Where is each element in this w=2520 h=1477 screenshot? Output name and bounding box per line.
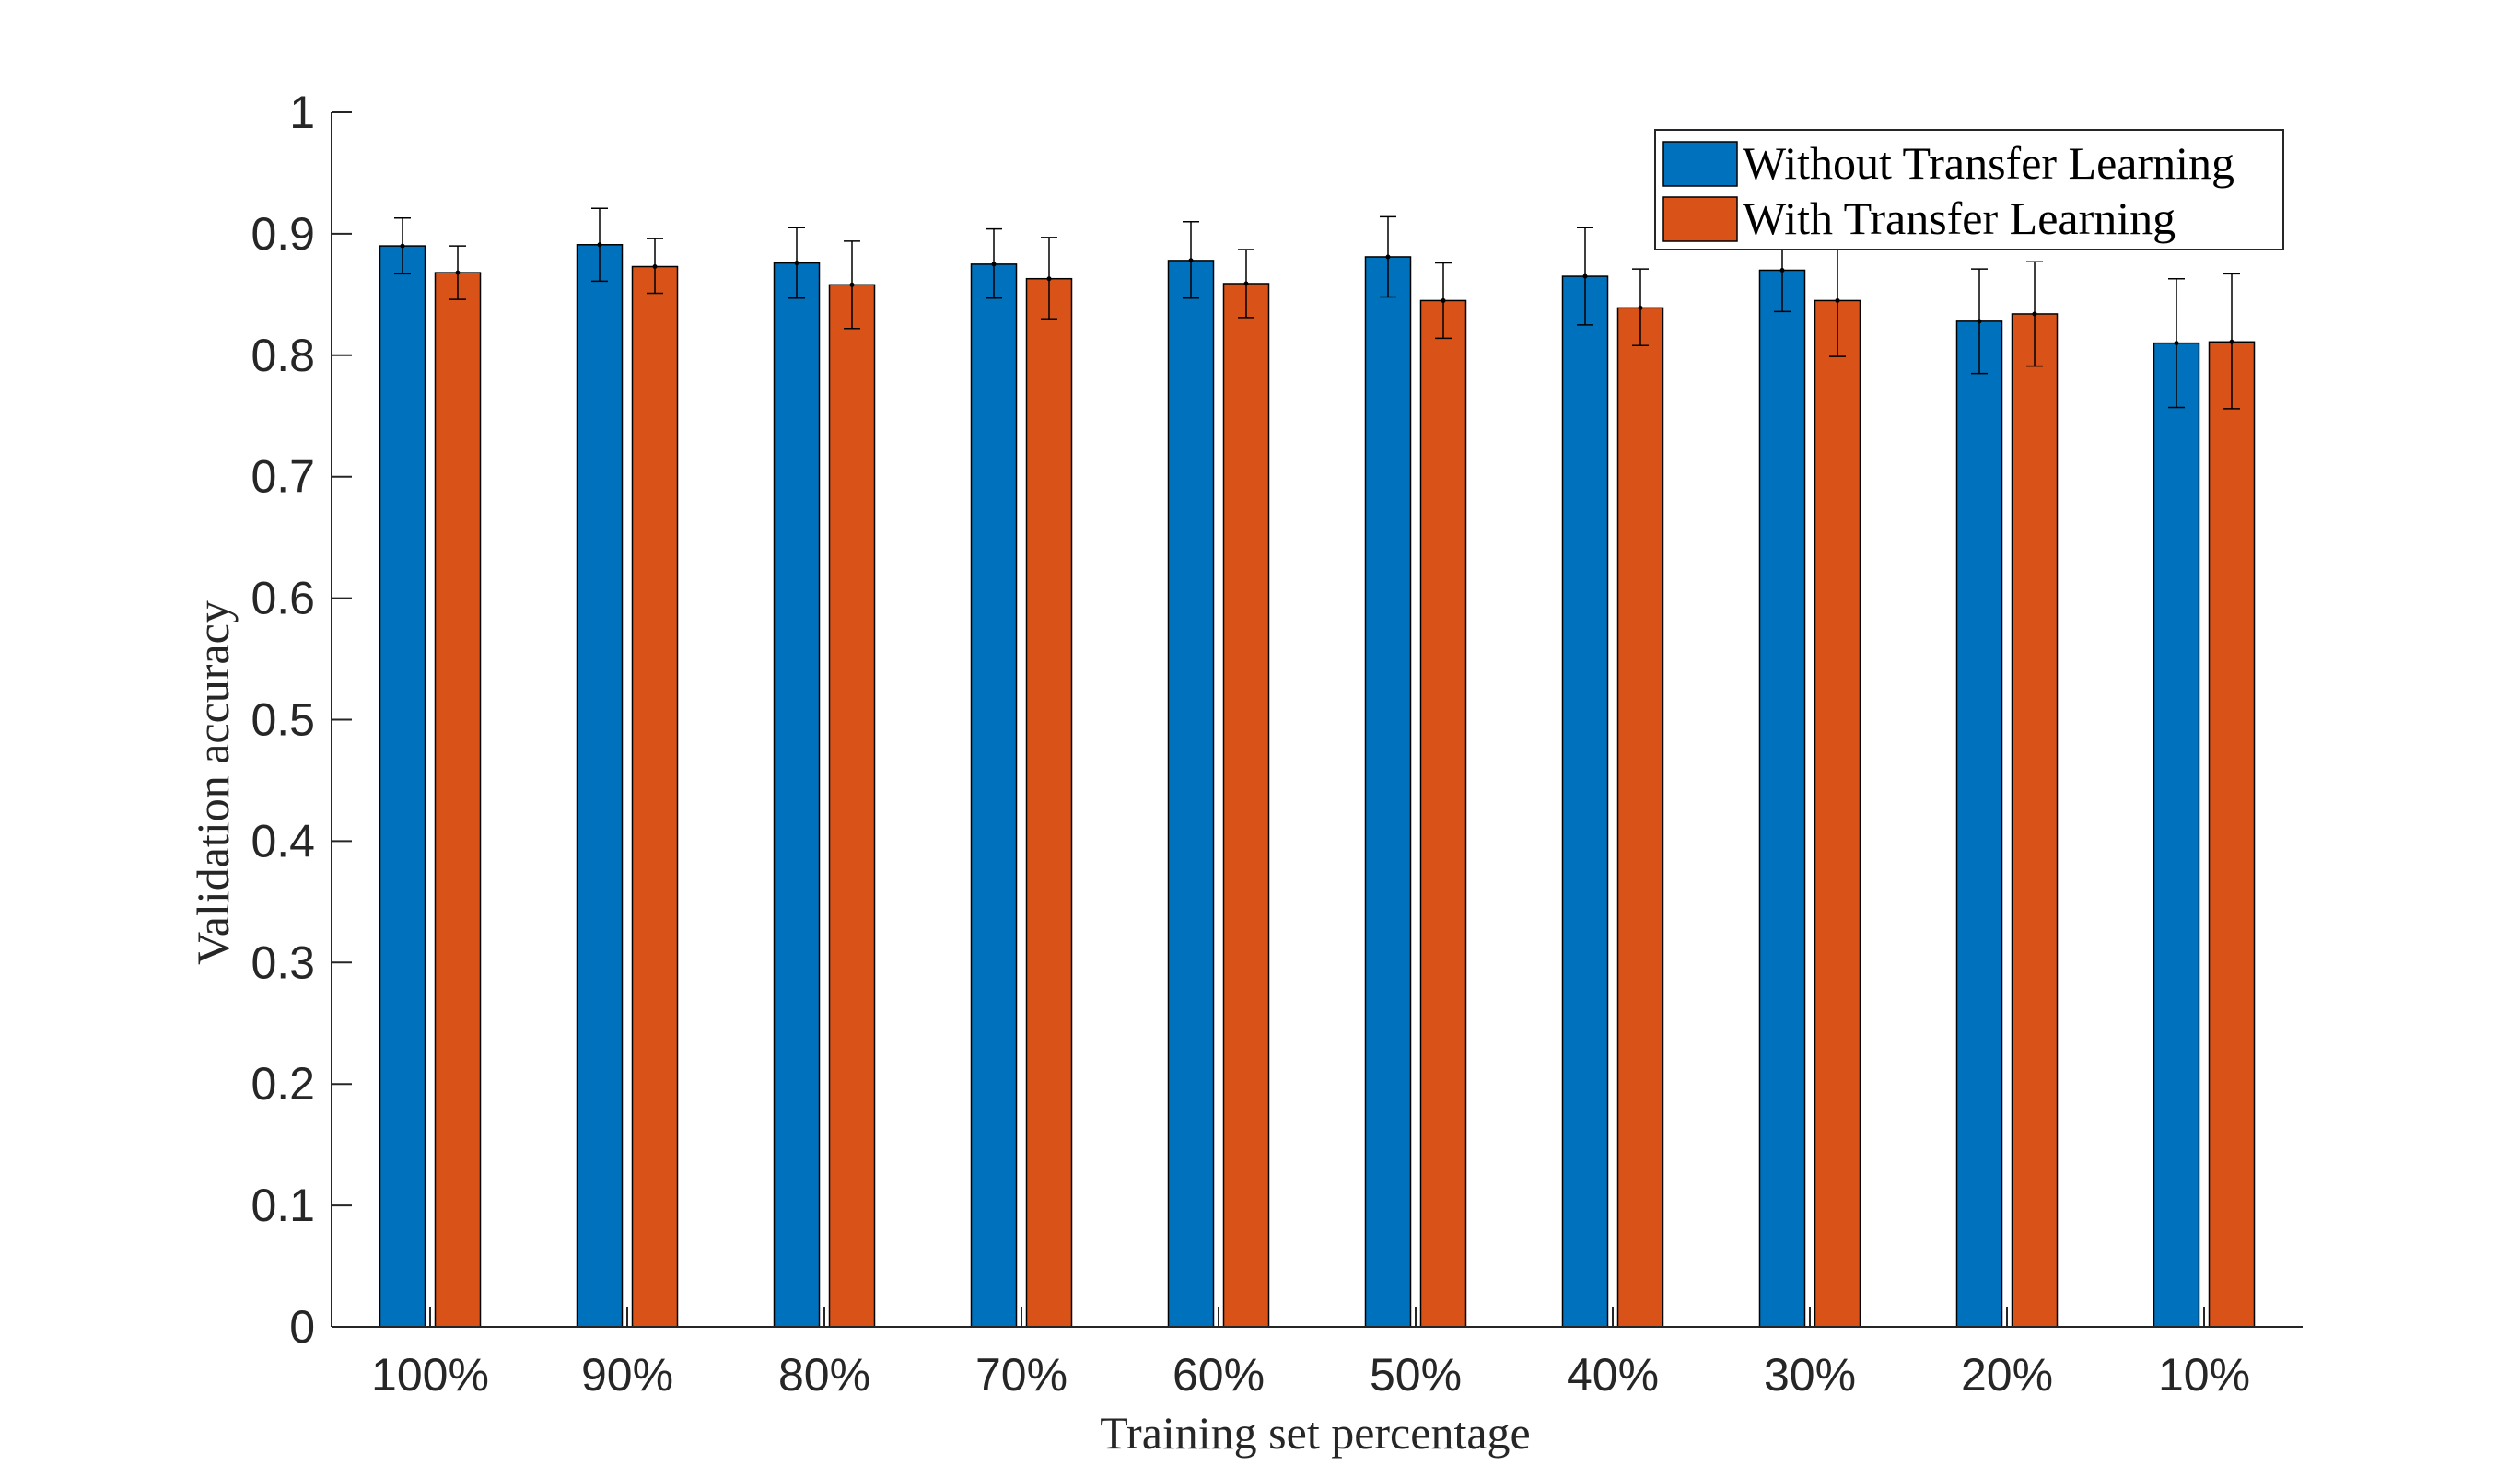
x-tick-label: 20%	[1961, 1349, 2053, 1401]
x-tick-label: 90%	[581, 1349, 673, 1401]
y-tick-label: 0.3	[251, 936, 315, 988]
ticks-layer: 0 0.1 0.2 0.3 0.4 0.5 0.6 0.7 0.8 0.9 1 100% 90% 80% 7…	[251, 87, 2250, 1401]
x-tick-label: 10%	[2158, 1349, 2250, 1401]
y-tick-label: 0.7	[251, 451, 315, 503]
y-tick-label: 0	[289, 1301, 315, 1353]
bar	[631, 265, 679, 1328]
legend-swatch-without-transfer	[1662, 141, 1738, 187]
error-bar-center	[1779, 267, 1785, 273]
x-axis-title: Training set percentage	[1100, 1407, 1530, 1459]
bar	[2011, 313, 2059, 1328]
legend-label-without-transfer: Without Transfer Learning	[1743, 137, 2234, 189]
bars-layer	[379, 244, 2256, 1328]
bar	[1025, 277, 1073, 1328]
bar	[828, 284, 876, 1328]
error-bar-center	[2032, 311, 2037, 317]
y-tick-label: 0.9	[251, 208, 315, 260]
error-bar-center	[455, 270, 461, 275]
bar	[2208, 341, 2256, 1328]
bar	[1364, 256, 1412, 1328]
error-bar-center	[2229, 339, 2234, 344]
bar	[1616, 307, 1664, 1328]
x-tick-label: 50%	[1370, 1349, 1462, 1401]
error-bar-center	[1441, 297, 1446, 303]
x-tick-label: 100%	[371, 1349, 489, 1401]
bar	[1955, 320, 2003, 1328]
x-tick-label: 70%	[975, 1349, 1068, 1401]
bar	[970, 263, 1018, 1328]
legend-box	[1654, 129, 2284, 250]
error-bar-center	[849, 282, 855, 287]
error-bar-center	[1835, 297, 1840, 303]
error-bar-center	[400, 243, 405, 249]
y-tick-label: 0.4	[251, 815, 315, 866]
error-bar-center	[652, 264, 658, 270]
x-tick-label: 80%	[778, 1349, 870, 1401]
bar	[2152, 342, 2200, 1328]
legend-label-with-transfer: With Transfer Learning	[1743, 192, 2176, 244]
axes-layer	[331, 112, 2303, 1328]
y-tick-label: 0.5	[251, 694, 315, 746]
y-tick-label: 0.1	[251, 1180, 315, 1231]
error-bar-center	[1188, 258, 1194, 263]
y-tick-label: 0.8	[251, 330, 315, 381]
error-bar-center	[1046, 276, 1052, 282]
error-bar-center	[1385, 254, 1391, 260]
bar	[1222, 283, 1270, 1328]
y-tick-label: 0.2	[251, 1058, 315, 1110]
error-bar-center	[1243, 281, 1249, 286]
legend: Without Transfer Learning With Transfer …	[1654, 129, 2284, 250]
x-tick-label: 60%	[1172, 1349, 1265, 1401]
bar	[1561, 275, 1609, 1328]
error-bar-center	[1977, 319, 1982, 324]
bar	[379, 245, 426, 1328]
bar	[1419, 299, 1467, 1328]
bar	[576, 244, 624, 1328]
error-bar-center	[1582, 273, 1588, 279]
y-tick-label: 1	[289, 87, 315, 138]
error-bar-center	[1638, 305, 1643, 310]
bar	[1814, 299, 1861, 1328]
x-tick-label: 30%	[1764, 1349, 1856, 1401]
bar	[434, 272, 482, 1328]
y-axis-title: Validation accuracy	[187, 600, 239, 965]
y-tick-label: 0.6	[251, 573, 315, 624]
bar	[1167, 260, 1215, 1328]
bar	[773, 262, 821, 1328]
legend-swatch-with-transfer	[1662, 196, 1738, 242]
error-bar-center	[991, 262, 997, 267]
x-tick-label: 40%	[1567, 1349, 1659, 1401]
bar	[1758, 269, 1806, 1328]
error-bar-center	[794, 261, 799, 266]
errorbars-layer	[394, 207, 2240, 410]
error-bar-center	[2174, 341, 2179, 346]
error-bar-center	[597, 242, 602, 248]
